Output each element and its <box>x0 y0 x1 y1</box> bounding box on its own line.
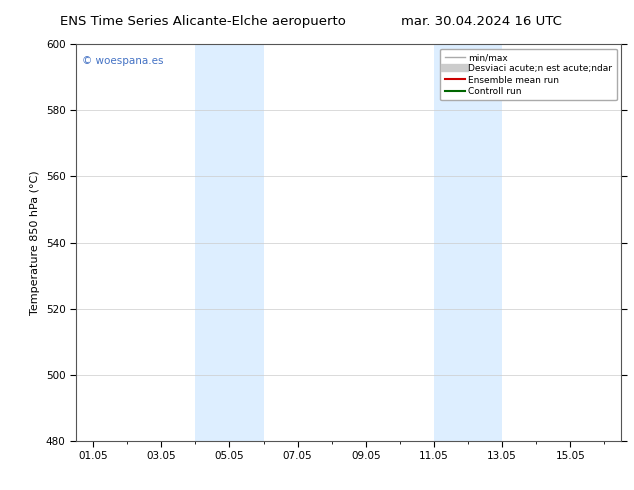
Text: ENS Time Series Alicante-Elche aeropuerto: ENS Time Series Alicante-Elche aeropuert… <box>60 15 346 28</box>
Bar <box>434 44 468 441</box>
Text: © woespana.es: © woespana.es <box>82 56 163 66</box>
Legend: min/max, Desviaci acute;n est acute;ndar, Ensemble mean run, Controll run: min/max, Desviaci acute;n est acute;ndar… <box>440 49 617 100</box>
Bar <box>468 44 502 441</box>
Text: mar. 30.04.2024 16 UTC: mar. 30.04.2024 16 UTC <box>401 15 562 28</box>
Bar <box>230 44 264 441</box>
Bar <box>195 44 230 441</box>
Y-axis label: Temperature 850 hPa (°C): Temperature 850 hPa (°C) <box>30 170 41 315</box>
